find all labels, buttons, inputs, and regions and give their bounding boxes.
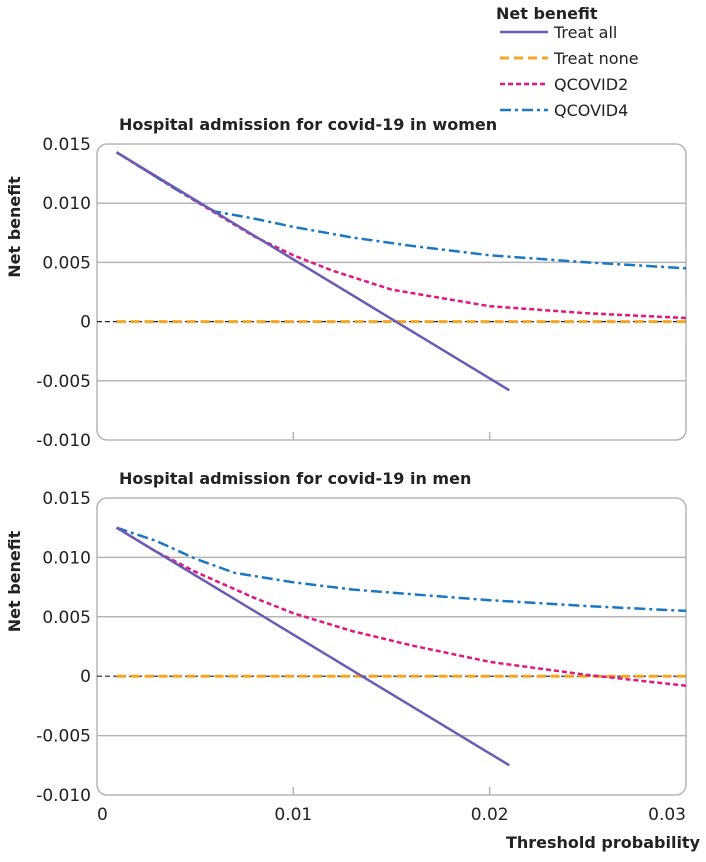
y-tick-label: 0.005 <box>42 608 91 628</box>
series-qcovid4 <box>116 526 687 613</box>
y-tick-label: -0.005 <box>36 727 91 747</box>
x-tick-label: 0 <box>97 805 108 825</box>
series-treat-all <box>115 151 510 392</box>
series-treat-all <box>115 526 510 767</box>
y-tick-label: 0 <box>80 313 91 333</box>
panel-0: Hospital admission for covid-19 in women… <box>5 115 687 451</box>
x-tick-label: 0.02 <box>471 805 509 825</box>
legend: Net benefit <box>496 4 598 23</box>
x-tick-label: 0.03 <box>648 805 686 825</box>
panel-title: Hospital admission for covid-19 in women <box>119 115 497 134</box>
panel-title: Hospital admission for covid-19 in men <box>119 469 471 488</box>
series-qcovid4 <box>115 151 687 270</box>
x-axis-label: Threshold probability <box>506 833 701 852</box>
plot-frame <box>96 143 687 441</box>
series-qcovid2 <box>115 526 687 687</box>
y-axis-label: Net benefit <box>5 530 24 632</box>
y-tick-label: 0.010 <box>42 548 91 568</box>
y-tick-label: 0.010 <box>42 194 91 214</box>
y-tick-label: 0.005 <box>42 253 91 273</box>
plot-frame <box>96 497 687 796</box>
series-qcovid2 <box>115 151 687 320</box>
legend-item: Treat all <box>553 23 617 42</box>
y-axis-label: Net benefit <box>5 176 24 278</box>
y-tick-label: 0 <box>80 667 91 687</box>
legend-title: Net benefit <box>496 4 598 23</box>
y-tick-label: -0.010 <box>36 786 91 806</box>
legend-item: QCOVID4 <box>554 101 628 120</box>
y-tick-label: 0.015 <box>42 489 91 509</box>
y-tick-label: -0.005 <box>36 372 91 392</box>
panel-1: Hospital admission for covid-19 in men Ne… <box>5 469 687 825</box>
legend-item: Treat none <box>553 49 639 68</box>
y-tick-label: 0.015 <box>42 135 91 155</box>
legend-item: QCOVID2 <box>554 75 628 94</box>
y-tick-label: -0.010 <box>36 431 91 451</box>
x-tick-label: 0.01 <box>274 805 312 825</box>
